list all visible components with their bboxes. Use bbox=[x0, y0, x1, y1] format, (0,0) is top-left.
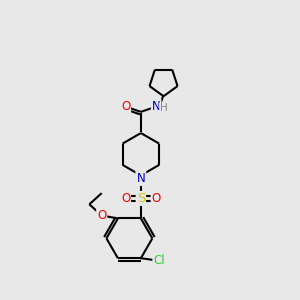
Text: N: N bbox=[136, 172, 145, 185]
Text: N: N bbox=[152, 100, 161, 113]
Text: O: O bbox=[97, 209, 106, 222]
Text: S: S bbox=[137, 192, 145, 205]
Text: Cl: Cl bbox=[153, 254, 165, 267]
Text: N: N bbox=[136, 172, 145, 185]
Text: H: H bbox=[160, 103, 168, 113]
Text: O: O bbox=[121, 100, 130, 113]
Text: O: O bbox=[152, 192, 161, 205]
Text: O: O bbox=[121, 192, 130, 205]
